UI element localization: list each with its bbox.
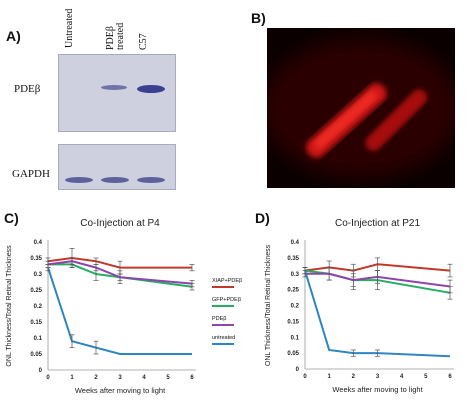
chart-co-injection-p4: Co-Injection at P4 0 0.05 0.1 0.15 0.2 0.25 0.3… <box>6 218 196 395</box>
y-tick-label: 0.3 <box>34 272 43 278</box>
row-label-gapdh: GAPDH <box>12 168 50 180</box>
pde-band-treated <box>101 85 127 90</box>
chart-title: Co-Injection at P21 <box>335 218 420 229</box>
y-tick-label: 0.25 <box>30 288 42 294</box>
x-tick-label: 2 <box>94 375 98 381</box>
legend-item: PDEβ <box>212 316 258 335</box>
gapdh-band-c57 <box>137 177 165 183</box>
legend-swatch <box>212 305 234 307</box>
legend-label: untreated <box>212 335 236 341</box>
x-tick-label: 5 <box>424 374 428 380</box>
y-tick-label: 0.15 <box>30 320 42 326</box>
y-tick-label: 0.1 <box>291 335 300 341</box>
lane-label-pde-treated: PDEβ treated <box>105 2 126 50</box>
legend-swatch <box>212 343 234 345</box>
cell-shape-right <box>365 89 427 151</box>
x-tick-label: 0 <box>303 374 307 380</box>
y-tick-label: 0.15 <box>287 319 299 325</box>
fluorescence-micrograph <box>267 28 455 188</box>
panel-c-label: C) <box>4 210 19 226</box>
chart-co-injection-p21: Co-Injection at P21 0 0.05 0.1 0.15 0.2 0.25 0.… <box>265 218 454 394</box>
legend-swatch <box>212 286 234 288</box>
legend-item: GFP+PDEβ <box>212 297 258 316</box>
x-tick-label: 3 <box>118 375 122 381</box>
legend-item: untreated <box>212 335 258 354</box>
x-tick-label: 2 <box>352 374 356 380</box>
y-tick-label: 0.05 <box>30 352 42 358</box>
y-tick-label: 0.4 <box>291 240 300 246</box>
x-tick-label: 6 <box>448 374 452 380</box>
y-tick-label: 0.25 <box>287 288 299 294</box>
y-tick-label: 0.35 <box>287 256 299 262</box>
legend-label: PDEβ <box>212 316 227 322</box>
y-tick-label: 0.4 <box>34 240 43 246</box>
x-tick-label: 6 <box>190 375 194 381</box>
y-tick-label: 0.2 <box>291 304 300 310</box>
gapdh-blot <box>58 144 176 190</box>
lane-label-text: PDEβ treated <box>105 22 126 50</box>
legend-item: XIAP+PDEβ <box>212 278 258 297</box>
y-tick-label: 0.1 <box>34 336 43 342</box>
y-tick-label: 0 <box>39 368 43 374</box>
x-tick-label: 4 <box>400 374 404 380</box>
micrograph-image <box>267 28 455 188</box>
x-tick-label: 4 <box>142 375 146 381</box>
y-tick-label: 0 <box>296 367 300 373</box>
cell-shape-left <box>306 83 387 158</box>
y-tick-label: 0.3 <box>291 272 300 278</box>
x-tick-label: 0 <box>46 375 50 381</box>
legend: XIAP+PDEβ GFP+PDEβ PDEβ untreated <box>212 278 258 354</box>
legend-label: XIAP+PDEβ <box>212 278 243 284</box>
x-tick-label: 3 <box>376 374 380 380</box>
legend-swatch <box>212 324 234 326</box>
y-tick-label: 0.35 <box>30 256 42 262</box>
lane-label-c57: C57 <box>138 33 149 50</box>
y-axis-title: ONL Thickness/Total Retinal Thickness <box>6 245 13 367</box>
x-tick-label: 1 <box>327 374 331 380</box>
x-axis-title: Weeks after moving to light <box>332 385 423 394</box>
x-tick-label: 1 <box>70 375 74 381</box>
x-tick-label: 5 <box>166 375 170 381</box>
row-label-pde: PDEβ <box>14 83 41 95</box>
gapdh-band-untreated <box>65 177 93 183</box>
pde-blot <box>58 54 176 132</box>
y-tick-label: 0.05 <box>287 351 299 357</box>
panel-d-label: D) <box>255 210 270 226</box>
x-axis-title: Weeks after moving to light <box>75 386 166 395</box>
y-tick-label: 0.2 <box>34 304 43 310</box>
panel-a-label: A) <box>6 28 21 44</box>
y-axis-title: ONL Thickness/Total Retinal Thickness <box>265 244 272 366</box>
chart-title: Co-Injection at P4 <box>80 218 160 229</box>
pde-band-c57 <box>137 85 165 93</box>
gapdh-band-treated <box>101 177 129 183</box>
panel-b-label: B) <box>251 10 266 26</box>
lane-label-untreated: Untreated <box>64 8 75 48</box>
legend-label: GFP+PDEβ <box>212 297 241 303</box>
